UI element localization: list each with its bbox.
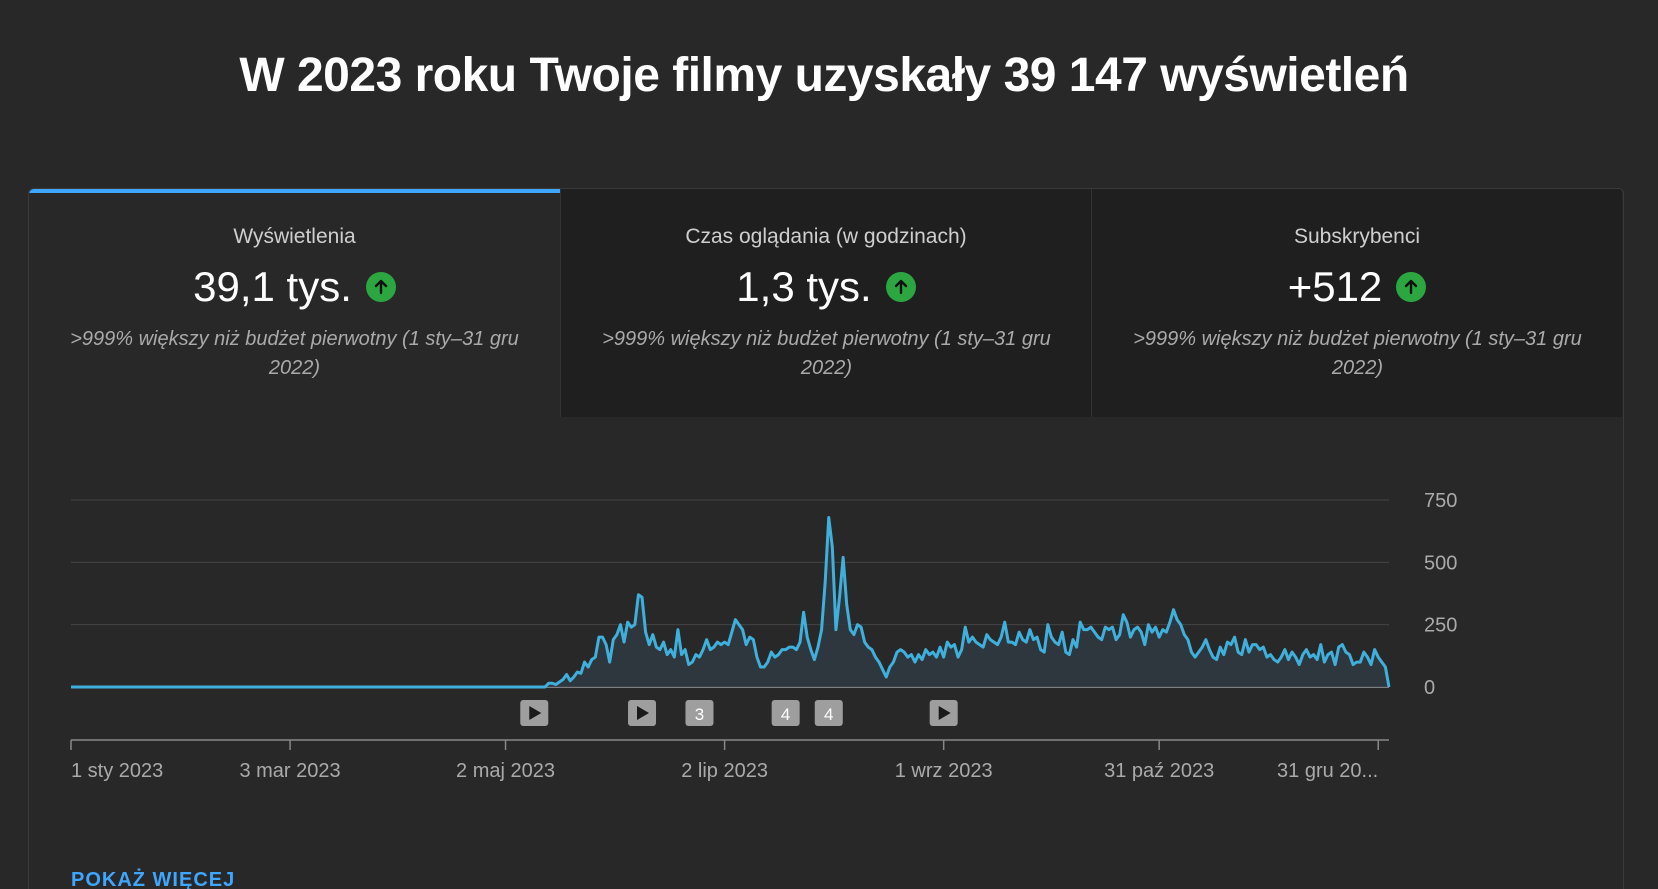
- tab-value: 1,3 tys.: [736, 263, 872, 310]
- tab-watch-time[interactable]: Czas oglądania (w godzinach) 1,3 tys. >9…: [560, 189, 1091, 417]
- x-tick-label: 31 gru 20...: [1277, 760, 1378, 782]
- event-count-marker: 4: [771, 700, 800, 726]
- video-event-marker: [929, 700, 958, 726]
- event-count-marker: 4: [814, 700, 843, 726]
- series-area: [71, 517, 1389, 687]
- show-more-link[interactable]: POKAŻ WIĘCEJ: [71, 869, 236, 889]
- metric-tabs: Wyświetlenia 39,1 tys. >999% większy niż…: [29, 189, 1623, 417]
- active-tab-indicator: [29, 189, 560, 193]
- x-tick-label: 31 paź 2023: [1104, 760, 1214, 782]
- y-tick-label: 250: [1424, 615, 1457, 637]
- tab-label: Subskrybenci: [1293, 225, 1421, 248]
- analytics-card: Wyświetlenia 39,1 tys. >999% większy niż…: [28, 188, 1624, 889]
- tab-comparison-note: >999% większy niż budżet pierwotny (1 st…: [602, 328, 1051, 379]
- video-event-marker: [520, 700, 549, 726]
- x-tick-label: 2 lip 2023: [681, 760, 768, 782]
- views-chart[interactable]: 0 250 500 750 3 4 4 1 sty 2023 3 mar 2023 2 maj 2…: [29, 417, 1623, 857]
- tab-value: +512: [1287, 263, 1383, 310]
- event-count-marker: 3: [685, 700, 714, 726]
- tab-label: Wyświetlenia: [233, 225, 356, 248]
- tab-label: Czas oglądania (w godzinach): [685, 225, 967, 248]
- event-marker-box[interactable]: [814, 700, 843, 726]
- x-tick-label: 1 sty 2023: [71, 760, 163, 782]
- x-tick-label: 3 mar 2023: [239, 760, 340, 782]
- arrow-up-icon: [1396, 272, 1427, 302]
- video-event-marker: [628, 700, 657, 726]
- x-tick-label: 2 maj 2023: [456, 760, 555, 782]
- play-icon: [529, 706, 542, 720]
- event-count-label: 4: [781, 705, 790, 724]
- y-tick-label: 750: [1424, 490, 1457, 512]
- arrow-up-icon: [365, 272, 396, 302]
- event-marker-box[interactable]: [771, 700, 800, 726]
- tab-comparison-note: >999% większy niż budżet pierwotny (1 st…: [1133, 328, 1582, 379]
- event-marker-box[interactable]: [685, 700, 714, 726]
- page-title: W 2023 roku Twoje filmy uzyskały 39 147 …: [239, 49, 1409, 102]
- arrow-up-icon: [885, 272, 916, 302]
- play-icon: [637, 706, 650, 720]
- tab-views[interactable]: Wyświetlenia 39,1 tys. >999% większy niż…: [29, 189, 560, 417]
- y-tick-label: 500: [1424, 552, 1457, 574]
- event-count-label: 4: [824, 705, 833, 724]
- tab-value: 39,1 tys.: [193, 263, 352, 310]
- y-tick-label: 0: [1424, 677, 1435, 699]
- views-chart-svg: 0 250 500 750 3 4 4 1 sty 2023 3 mar 2023 2 maj 2…: [70, 490, 1457, 782]
- x-tick-label: 1 wrz 2023: [895, 760, 993, 782]
- tab-subscribers[interactable]: Subskrybenci +512 >999% większy niż budż…: [1091, 189, 1622, 417]
- series-line: [71, 515, 1391, 689]
- play-icon: [938, 706, 951, 720]
- tab-comparison-note: >999% większy niż budżet pierwotny (1 st…: [70, 328, 519, 379]
- event-count-label: 3: [695, 705, 704, 724]
